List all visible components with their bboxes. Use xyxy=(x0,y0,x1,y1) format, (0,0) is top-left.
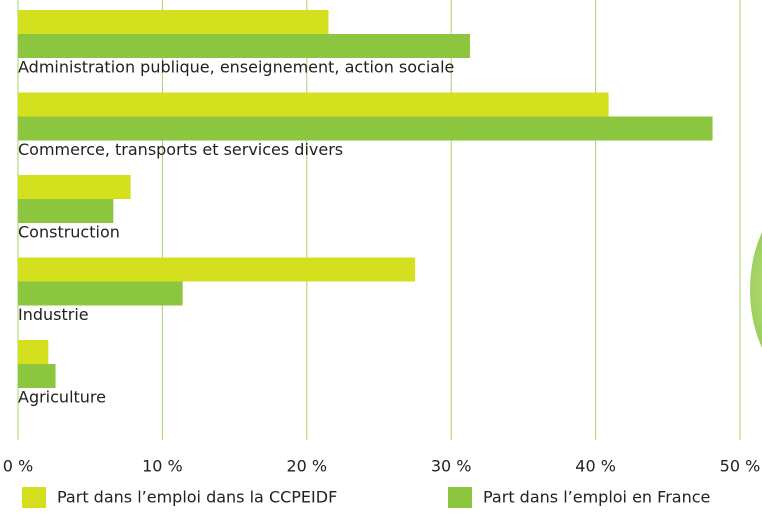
x-tick-label: 50 % xyxy=(720,457,761,476)
bar xyxy=(18,258,415,282)
legend-label: Part dans l’emploi dans la CCPEIDF xyxy=(57,488,337,507)
bar xyxy=(18,282,183,306)
category-label: Industrie xyxy=(18,305,89,324)
x-tick-label: 20 % xyxy=(286,457,327,476)
legend-label: Part dans l’emploi en France xyxy=(483,488,710,507)
category-label: Agriculture xyxy=(18,388,106,407)
x-tick-label: 30 % xyxy=(431,457,472,476)
bar xyxy=(18,34,470,58)
category-label: Construction xyxy=(18,223,120,242)
bar xyxy=(18,364,56,388)
bar xyxy=(18,117,713,141)
legend-swatch xyxy=(448,487,472,508)
bar xyxy=(18,10,328,34)
bar xyxy=(18,199,113,223)
bar xyxy=(18,340,48,364)
category-label: Administration publique, enseignement, a… xyxy=(18,58,454,77)
legend-swatch xyxy=(22,487,46,508)
chart: 0 % 10 % 20 % 30 % 40 % 50 % Administration pu… xyxy=(0,0,762,514)
x-tick-label: 0 % xyxy=(3,457,33,476)
category-label: Commerce, transports et services divers xyxy=(18,140,343,159)
x-tick-label: 40 % xyxy=(575,457,616,476)
x-tick-label: 10 % xyxy=(142,457,183,476)
bar xyxy=(18,93,609,117)
bar xyxy=(18,175,131,199)
decoration xyxy=(750,190,762,390)
